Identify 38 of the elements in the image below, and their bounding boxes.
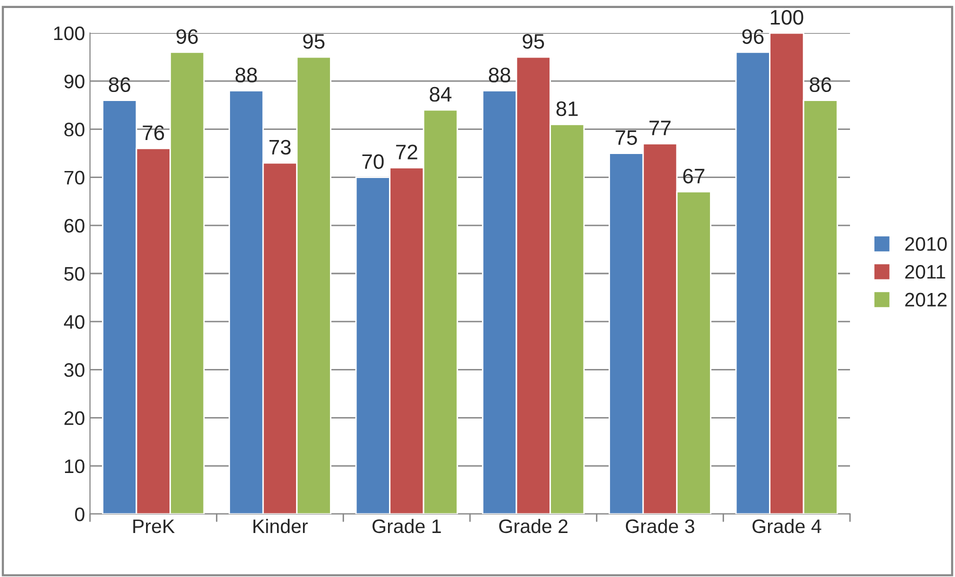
data-label: 86 <box>810 77 832 92</box>
data-label: 81 <box>556 101 578 116</box>
legend-label: 2010 <box>905 237 947 251</box>
x-tick-label: Grade 2 <box>499 518 568 534</box>
y-tick-label: 50 <box>64 266 84 281</box>
legend-label: 2012 <box>905 292 947 307</box>
data-label: 73 <box>269 140 291 155</box>
data-label: 88 <box>488 68 510 82</box>
data-label: 75 <box>616 130 637 145</box>
y-tick-label: 10 <box>64 459 84 474</box>
x-tick-label: Grade 3 <box>626 518 694 534</box>
y-tick-label: 0 <box>75 507 84 522</box>
data-label: 95 <box>522 34 544 49</box>
data-label: 76 <box>142 125 164 140</box>
x-tick-label: PreK <box>133 520 175 534</box>
data-label: 95 <box>303 34 324 49</box>
y-tick-label: 40 <box>64 315 84 329</box>
y-tick-label: 70 <box>64 170 84 185</box>
data-label: 70 <box>362 154 384 170</box>
x-tick-label: Grade 1 <box>372 518 441 534</box>
data-label: 84 <box>430 86 452 102</box>
y-tick-label: 30 <box>64 363 84 377</box>
data-label: 96 <box>176 29 198 44</box>
data-label: 67 <box>683 168 704 184</box>
data-label: 77 <box>649 120 671 136</box>
legend-label: 2011 <box>905 264 946 279</box>
y-tick-label: 80 <box>64 122 84 136</box>
y-tick-label: 60 <box>64 218 84 233</box>
data-label: 100 <box>770 10 804 25</box>
y-tick-label: 20 <box>64 411 84 426</box>
data-label: 72 <box>396 144 418 160</box>
y-tick-label: 90 <box>64 74 84 88</box>
data-label: 96 <box>742 29 764 44</box>
data-label: 86 <box>108 77 130 92</box>
x-tick-label: Grade 4 <box>752 518 822 534</box>
y-tick-label: 100 <box>54 26 84 40</box>
data-label: 88 <box>236 68 257 82</box>
x-tick-label: Kinder <box>253 518 308 534</box>
